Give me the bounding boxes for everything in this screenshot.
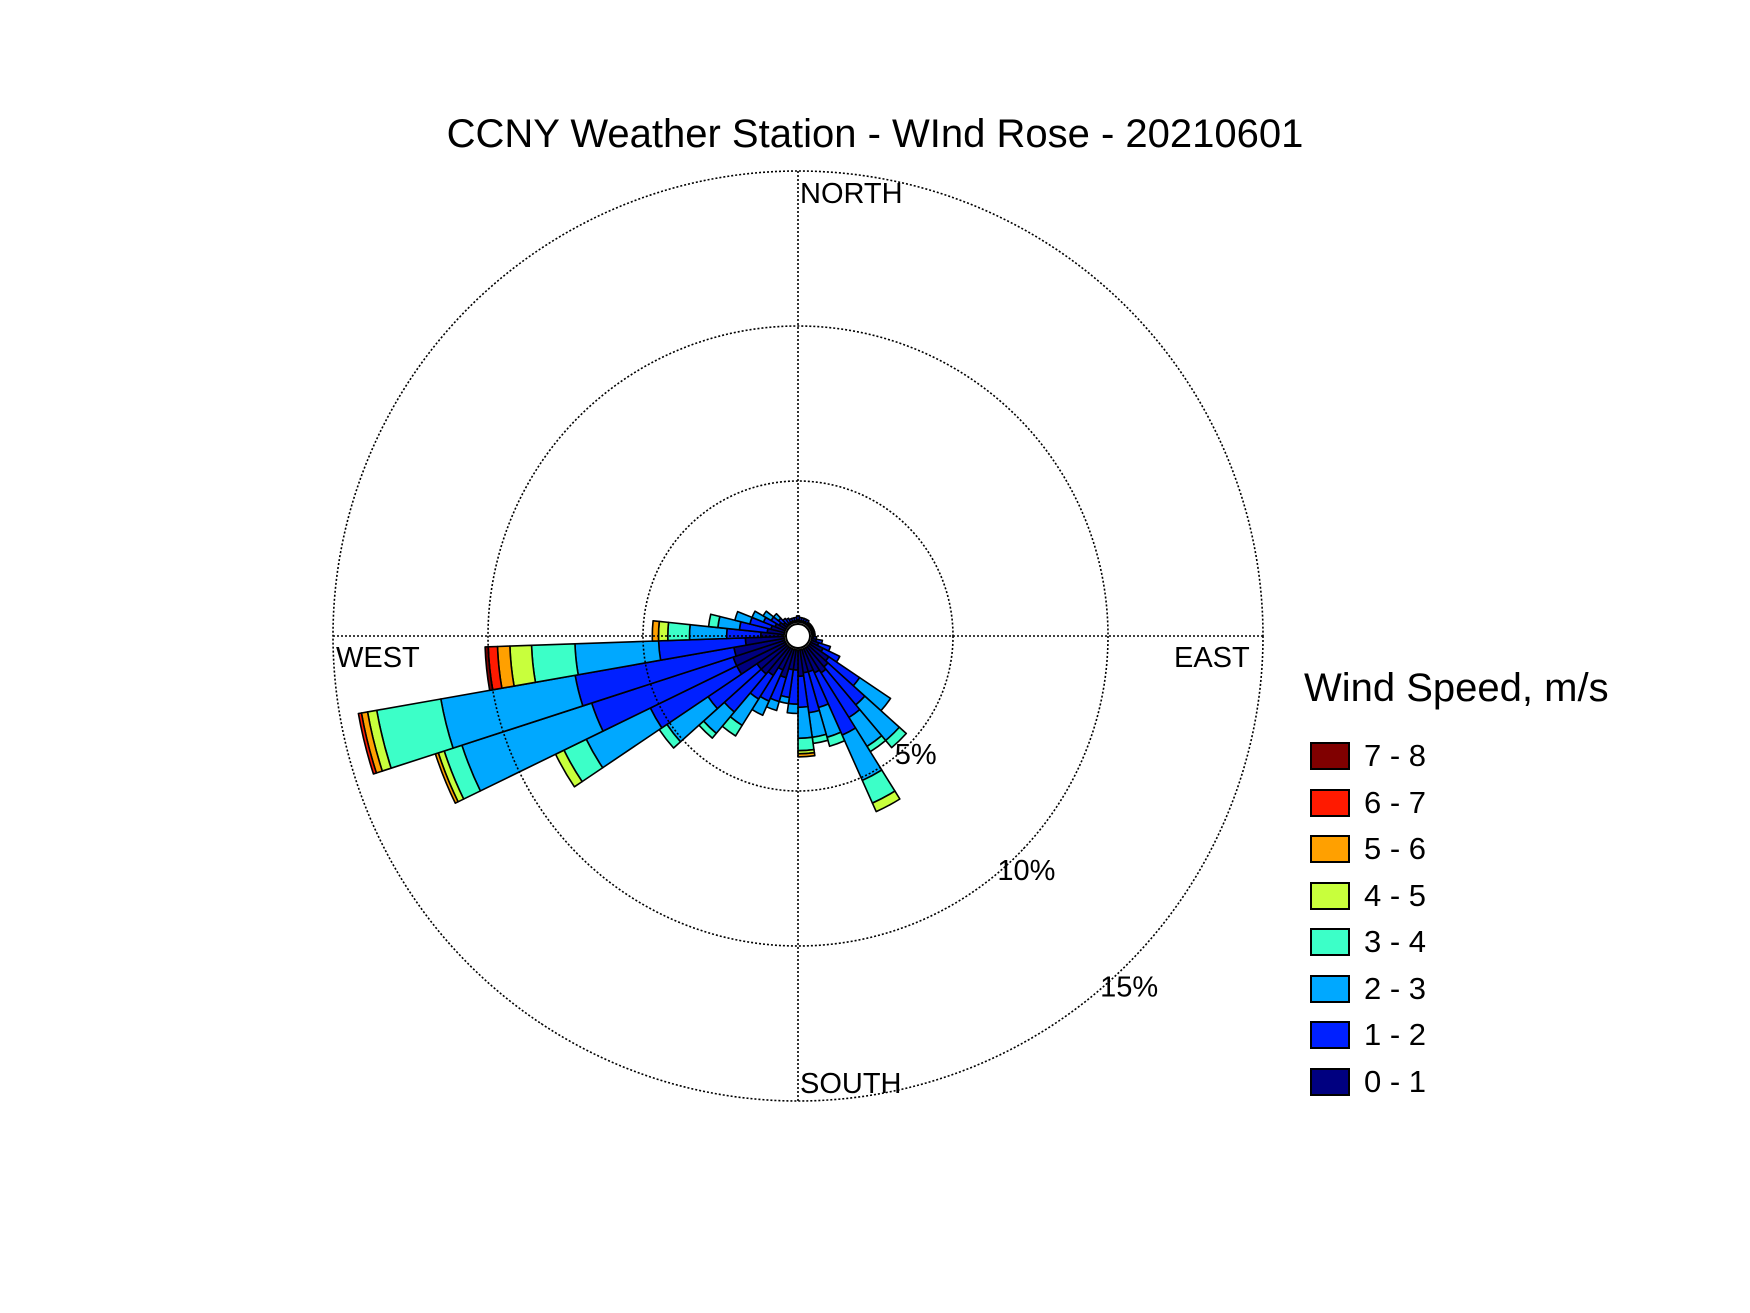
legend-item: 2 - 3 — [1310, 966, 1609, 1013]
legend-label: 5 - 6 — [1364, 831, 1427, 867]
direction-label-north: NORTH — [800, 178, 903, 210]
ring-label-15: 15% — [1100, 971, 1158, 1003]
ring-label-10: 10% — [997, 855, 1055, 887]
petal-segment — [707, 613, 721, 629]
legend-swatch — [1310, 928, 1350, 957]
petal-segment — [772, 612, 782, 622]
legend-label: 0 - 1 — [1364, 1063, 1427, 1099]
petal-segment — [786, 702, 799, 715]
petal-segment — [804, 618, 810, 625]
legend-swatch — [1310, 788, 1350, 817]
legend-label: 7 - 8 — [1364, 738, 1427, 774]
petal-segment — [826, 731, 846, 748]
legend-item: 0 - 1 — [1310, 1059, 1609, 1106]
petal-segment — [871, 790, 901, 813]
petal-segment — [797, 751, 816, 758]
legend-item: 3 - 4 — [1310, 919, 1609, 966]
legend-label: 3 - 4 — [1364, 924, 1427, 960]
grid-ring — [487, 325, 1109, 947]
petal-segment — [785, 617, 792, 625]
legend-item: 7 - 8 — [1310, 733, 1609, 780]
legend-swatch — [1310, 742, 1350, 771]
legend-swatch — [1310, 835, 1350, 864]
legend-item: 4 - 5 — [1310, 873, 1609, 920]
direction-label-east: EAST — [1174, 642, 1250, 674]
petal-segment — [666, 621, 691, 642]
legend-items: 7 - 8 6 - 7 5 - 6 4 - 5 3 - 4 2 - 3 1 - 2 0 - 1 — [1310, 733, 1609, 1105]
petal-segment — [357, 712, 378, 775]
legend-item: 5 - 6 — [1310, 826, 1609, 873]
legend-title: Wind Speed, m/s — [1304, 666, 1609, 710]
calm-center-circle — [785, 623, 811, 649]
legend-swatch — [1310, 974, 1350, 1003]
legend: Wind Speed, m/s 7 - 8 6 - 7 5 - 6 4 - 5 3 - … — [1304, 666, 1609, 1105]
direction-label-south: SOUTH — [800, 1068, 902, 1100]
direction-label-west: WEST — [336, 642, 420, 674]
petal-segment — [530, 642, 579, 684]
legend-swatch — [1310, 881, 1350, 910]
chart-title: CCNY Weather Station - WInd Rose - 20210… — [446, 112, 1304, 156]
wind-rose-petals — [357, 610, 908, 813]
petal-segment — [657, 620, 670, 642]
petal-segment — [651, 619, 661, 642]
petal-segment — [884, 726, 908, 749]
legend-swatch — [1310, 1067, 1350, 1096]
legend-item: 6 - 7 — [1310, 780, 1609, 827]
legend-label: 4 - 5 — [1364, 877, 1427, 913]
petal-segment — [782, 617, 790, 626]
legend-item: 1 - 2 — [1310, 1012, 1609, 1059]
petal-segment — [734, 610, 753, 625]
legend-label: 6 - 7 — [1364, 784, 1427, 820]
legend-label: 2 - 3 — [1364, 970, 1427, 1006]
legend-swatch — [1310, 1021, 1350, 1050]
petal-segment — [762, 610, 775, 622]
legend-label: 1 - 2 — [1364, 1017, 1427, 1053]
petal-segment — [797, 736, 815, 752]
petal-segment — [751, 610, 767, 623]
ring-label-5: 5% — [895, 739, 937, 771]
petal-segment — [816, 641, 832, 652]
